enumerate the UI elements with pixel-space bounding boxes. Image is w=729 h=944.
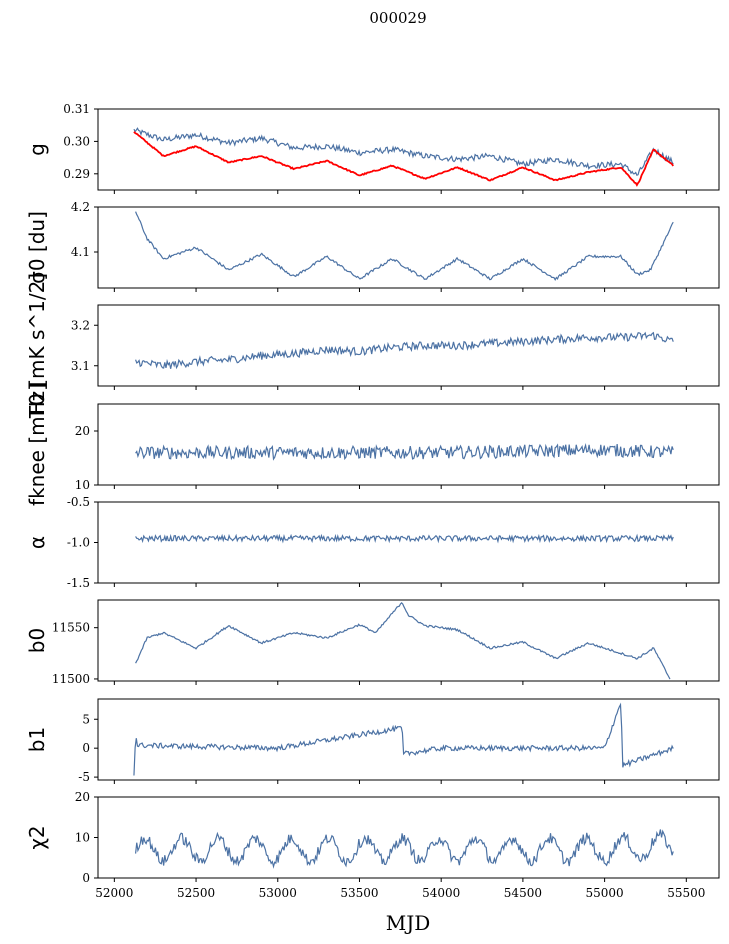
y-tick-label: 0.29 bbox=[63, 167, 90, 181]
y-tick-label: 11550 bbox=[52, 621, 90, 635]
y-axis-label: b1 bbox=[25, 727, 49, 752]
series-line-7-1 bbox=[133, 702, 674, 776]
y-tick-label: 4.2 bbox=[71, 200, 90, 214]
y-tick-label: 3.2 bbox=[71, 318, 90, 332]
panel-1: 0.29 0.30 0.31 g bbox=[25, 102, 720, 194]
panel-7: -5 0 5 b1 bbox=[25, 698, 720, 784]
y-tick-label: 0 bbox=[82, 741, 90, 755]
y-tick-label: -1.0 bbox=[67, 536, 90, 550]
y-tick-label: 10 bbox=[75, 831, 90, 845]
y-tick-label: 11500 bbox=[52, 672, 90, 686]
y-axis-label: α bbox=[25, 536, 49, 549]
y-tick-label: 3.1 bbox=[71, 359, 90, 373]
y-tick-label: 0 bbox=[82, 871, 90, 885]
panel-frame bbox=[97, 599, 720, 682]
y-axis-label: σ0 [du] bbox=[25, 211, 49, 284]
x-tick-label: 54000 bbox=[422, 886, 460, 900]
panel-frame bbox=[97, 304, 720, 387]
series-line-4-1 bbox=[135, 442, 674, 461]
panel-2: 4.1 4.2 σ0 [du] bbox=[25, 200, 720, 292]
x-tick-label: 52000 bbox=[95, 886, 133, 900]
panel-frame bbox=[97, 403, 720, 486]
series-line-5-1 bbox=[135, 533, 674, 544]
y-tick-label: 20 bbox=[75, 790, 90, 804]
panel-frame bbox=[97, 698, 720, 781]
panel-3: 3.1 3.2 T0 [mK s^1/2] bbox=[25, 273, 720, 419]
y-tick-label: -0.5 bbox=[67, 495, 90, 509]
y-tick-label: 0.30 bbox=[63, 134, 90, 148]
series-line-1-2 bbox=[133, 131, 674, 187]
figure-title: 000029 bbox=[369, 9, 426, 27]
series-line-2-1 bbox=[135, 211, 674, 281]
series-line-1-1 bbox=[133, 127, 674, 177]
y-tick-label: -5 bbox=[78, 770, 90, 784]
series-line-8-1 bbox=[134, 829, 674, 869]
panel-8: 0 10 20 52000 52500 53000 53500 54000 54500 55000… bbox=[25, 790, 720, 900]
panel-frame bbox=[97, 108, 720, 191]
y-axis-label: g bbox=[25, 143, 49, 156]
series-line-6-1 bbox=[135, 601, 671, 680]
panel-5: -1.5 -1.0 -0.5 α bbox=[25, 495, 720, 590]
y-tick-label: 10 bbox=[75, 478, 90, 492]
x-tick-label: 53500 bbox=[340, 886, 378, 900]
x-axis-label: MJD bbox=[386, 911, 431, 935]
x-tick-label: 55500 bbox=[667, 886, 705, 900]
x-tick-label: 53000 bbox=[259, 886, 297, 900]
y-tick-label: 0.31 bbox=[63, 102, 90, 116]
series-line-3-1 bbox=[135, 331, 674, 370]
x-tick-label: 54500 bbox=[504, 886, 542, 900]
panel-4: 10 20 fknee [mHz] bbox=[25, 383, 720, 506]
y-tick-label: 4.1 bbox=[71, 245, 90, 259]
y-axis-label: χ2 bbox=[25, 825, 49, 849]
y-axis-label: b0 bbox=[25, 628, 49, 653]
y-axis-label: T0 [mK s^1/2] bbox=[25, 273, 49, 419]
panels: 0.29 0.30 0.31 g 4.1 4.2 σ0 [du] 3.1 3.2 T0 [mK s… bbox=[25, 102, 720, 900]
x-tick-label: 52500 bbox=[177, 886, 215, 900]
panel-frame bbox=[97, 501, 720, 584]
y-tick-label: 20 bbox=[75, 424, 90, 438]
y-tick-label: 5 bbox=[82, 712, 90, 726]
panel-frame bbox=[97, 206, 720, 289]
y-axis-label: fknee [mHz] bbox=[25, 383, 49, 506]
y-tick-label: -1.5 bbox=[67, 576, 90, 590]
x-tick-label: 55000 bbox=[586, 886, 624, 900]
